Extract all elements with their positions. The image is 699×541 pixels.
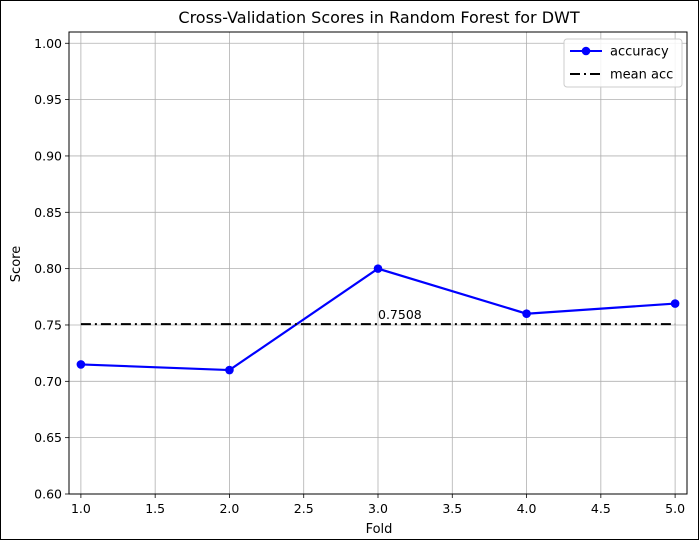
y-tick-label: 0.85 (34, 205, 62, 220)
x-tick-label: 1.5 (145, 501, 165, 516)
x-axis-label: Fold (366, 522, 393, 537)
x-tick-label: 4.5 (591, 501, 611, 516)
data-point (670, 299, 680, 308)
y-tick-label: 1.00 (34, 36, 62, 51)
y-axis: 0.60 0.65 0.70 0.75 0.80 0.85 0.90 0.95 1.00 (34, 36, 69, 502)
y-tick-label: 0.60 (34, 487, 62, 502)
x-axis: 1.0 1.5 2.0 2.5 3.0 3.5 4.0 4.5 5.0 (71, 494, 685, 516)
legend: accuracy mean acc (563, 38, 683, 88)
x-tick-label: 3.0 (368, 501, 388, 516)
y-tick-label: 0.75 (34, 317, 62, 332)
y-tick-label: 0.95 (34, 92, 62, 107)
x-tick-label: 2.5 (294, 501, 314, 516)
legend-label-2: mean acc (610, 68, 673, 83)
legend-marker (581, 46, 591, 56)
y-tick-label: 0.90 (34, 148, 62, 163)
y-axis-label: Score (9, 246, 24, 282)
mean-annotation: 0.7508 (378, 307, 422, 322)
y-tick-label: 0.70 (34, 374, 62, 389)
data-point (76, 360, 86, 369)
series-layer: 0.7508 (76, 264, 680, 375)
grid-lines (69, 32, 687, 495)
x-tick-label: 4.0 (517, 501, 537, 516)
x-tick-label: 5.0 (665, 501, 685, 516)
legend-label-1: accuracy (610, 45, 669, 60)
data-point (522, 309, 531, 319)
data-point (373, 264, 383, 273)
x-tick-label: 3.5 (442, 501, 462, 516)
x-tick-label: 1.0 (71, 501, 91, 516)
data-point (225, 365, 234, 375)
y-tick-label: 0.65 (34, 430, 62, 445)
chart-title: Cross-Validation Scores in Random Forest… (178, 8, 579, 27)
y-tick-label: 0.80 (34, 261, 62, 276)
x-tick-label: 2.0 (219, 501, 239, 516)
